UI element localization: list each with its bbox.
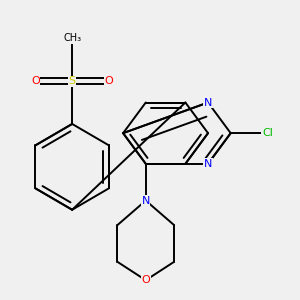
Text: N: N	[204, 98, 212, 107]
Text: N: N	[204, 159, 212, 169]
Text: O: O	[31, 76, 40, 86]
Text: N: N	[142, 196, 150, 206]
Text: S: S	[69, 76, 76, 86]
Text: O: O	[141, 275, 150, 285]
Text: CH₃: CH₃	[63, 33, 81, 43]
Text: Cl: Cl	[262, 128, 273, 138]
Text: O: O	[105, 76, 113, 86]
